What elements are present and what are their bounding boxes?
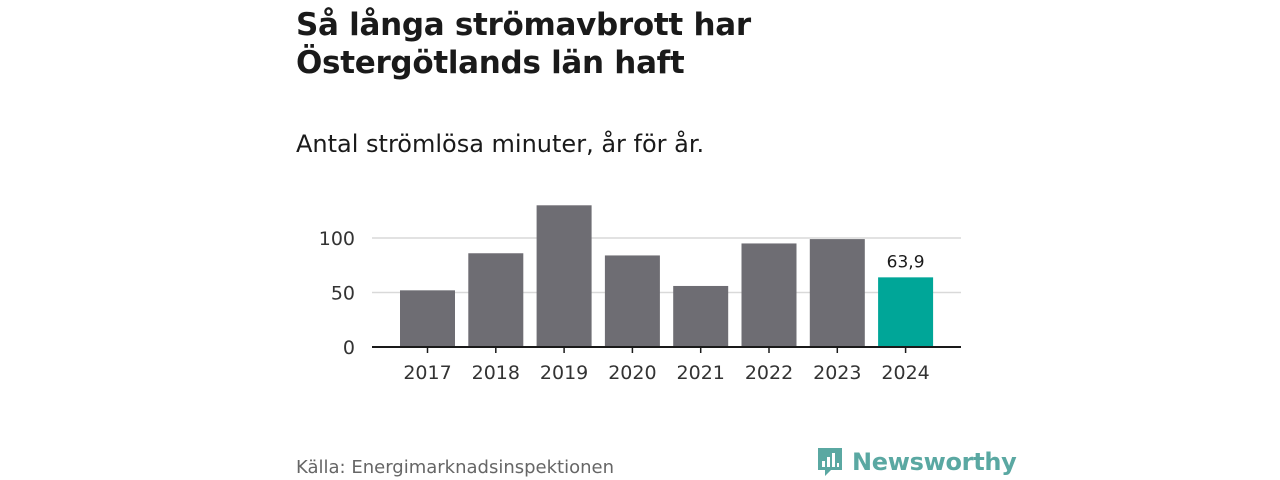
x-tick-label: 2023 (813, 362, 861, 384)
x-tick-label: 2024 (881, 362, 929, 384)
y-tick-label: 0 (343, 337, 355, 359)
brand-logo: Newsworthy (816, 446, 1017, 478)
bar-2019 (536, 205, 592, 347)
y-tick-label: 100 (319, 228, 355, 250)
x-tick-label: 2021 (677, 362, 725, 384)
bar-2017 (400, 290, 455, 347)
x-axis-ticks: 2017 2018 2019 2020 2021 2022 2023 2024 (403, 347, 930, 384)
bar-2020 (604, 255, 660, 347)
bar-chart-logo-icon (818, 448, 842, 476)
bar-2023 (809, 239, 865, 347)
x-tick-label: 2022 (745, 362, 793, 384)
data-labels: 63,9 (887, 252, 925, 272)
bar-2018 (468, 253, 524, 347)
x-tick-label: 2020 (608, 362, 656, 384)
x-tick-label: 2018 (472, 362, 520, 384)
gridlines (372, 237, 961, 294)
source-note: Källa: Energimarknadsinspektionen (296, 457, 615, 478)
x-tick-label: 2019 (540, 362, 588, 384)
bar-2024 (878, 277, 934, 347)
x-tick-label: 2017 (403, 362, 451, 384)
data-label: 63,9 (887, 252, 925, 272)
bar-2021 (673, 285, 729, 347)
brand-name: Newsworthy (852, 448, 1017, 476)
bars (400, 205, 934, 347)
bar-2022 (741, 243, 797, 347)
chart-title: Så långa strömavbrott har Östergötlands … (296, 7, 751, 81)
y-axis-ticks: 0 50 100 (319, 228, 355, 359)
y-tick-label: 50 (331, 283, 355, 305)
chart-subtitle: Antal strömlösa minuter, år för år. (296, 130, 705, 158)
